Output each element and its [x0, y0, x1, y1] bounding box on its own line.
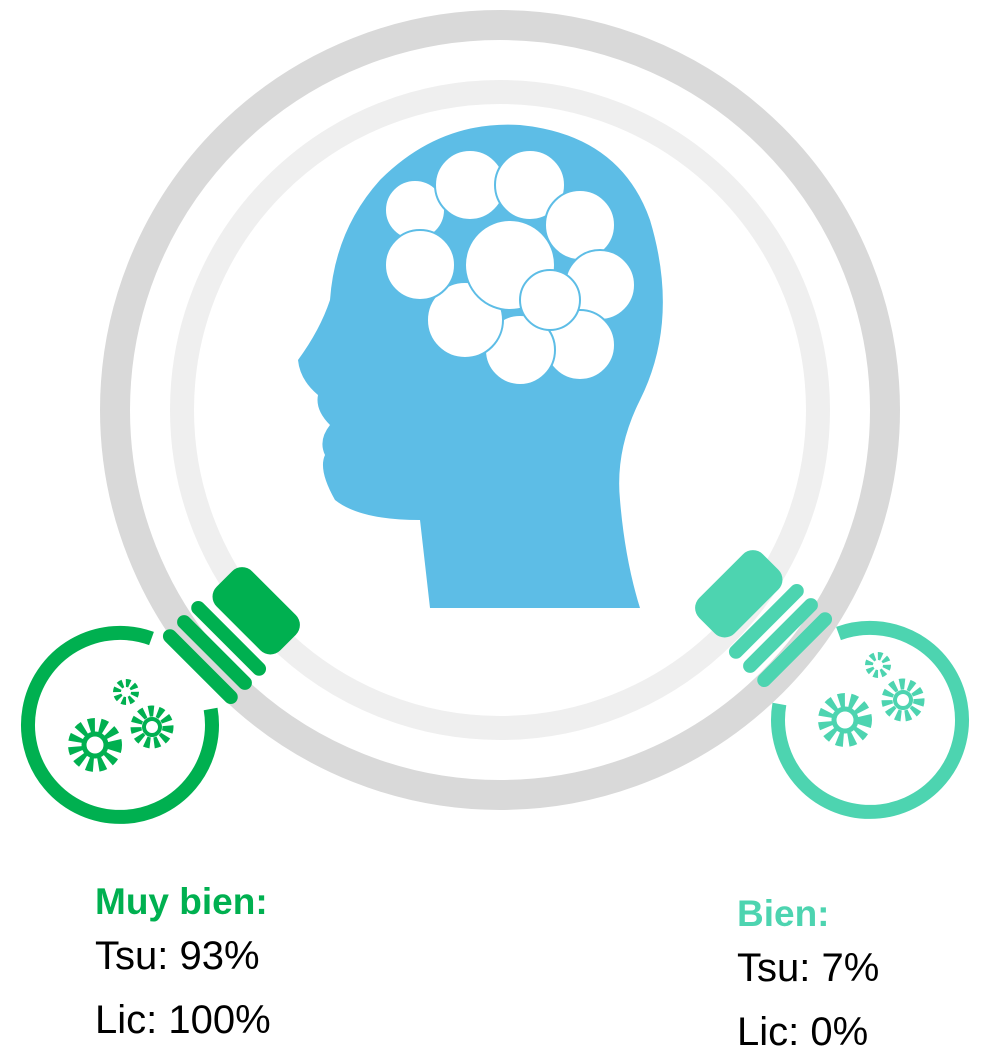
line: Lic: 0%	[737, 1010, 869, 1054]
line: Tsu: 7%	[737, 946, 880, 990]
item-right: Bien: Tsu: 7% Lic: 0%	[737, 892, 879, 1064]
item-left: Muy bien: Tsu: 93% Lic: 100%	[95, 880, 271, 1052]
heading: Bien:	[737, 893, 830, 934]
heading: Muy bien:	[95, 881, 268, 922]
left-circle	[21, 625, 219, 824]
left-connector	[162, 567, 300, 705]
right-circle	[771, 620, 969, 819]
line: Lic: 100%	[95, 998, 271, 1042]
line: Tsu: 93%	[95, 934, 260, 978]
left-gears	[68, 679, 174, 772]
right-gears	[818, 652, 925, 747]
inner-ring	[170, 80, 830, 740]
brain	[384, 149, 636, 386]
right-connector	[695, 550, 833, 688]
outer-ring	[100, 10, 900, 810]
